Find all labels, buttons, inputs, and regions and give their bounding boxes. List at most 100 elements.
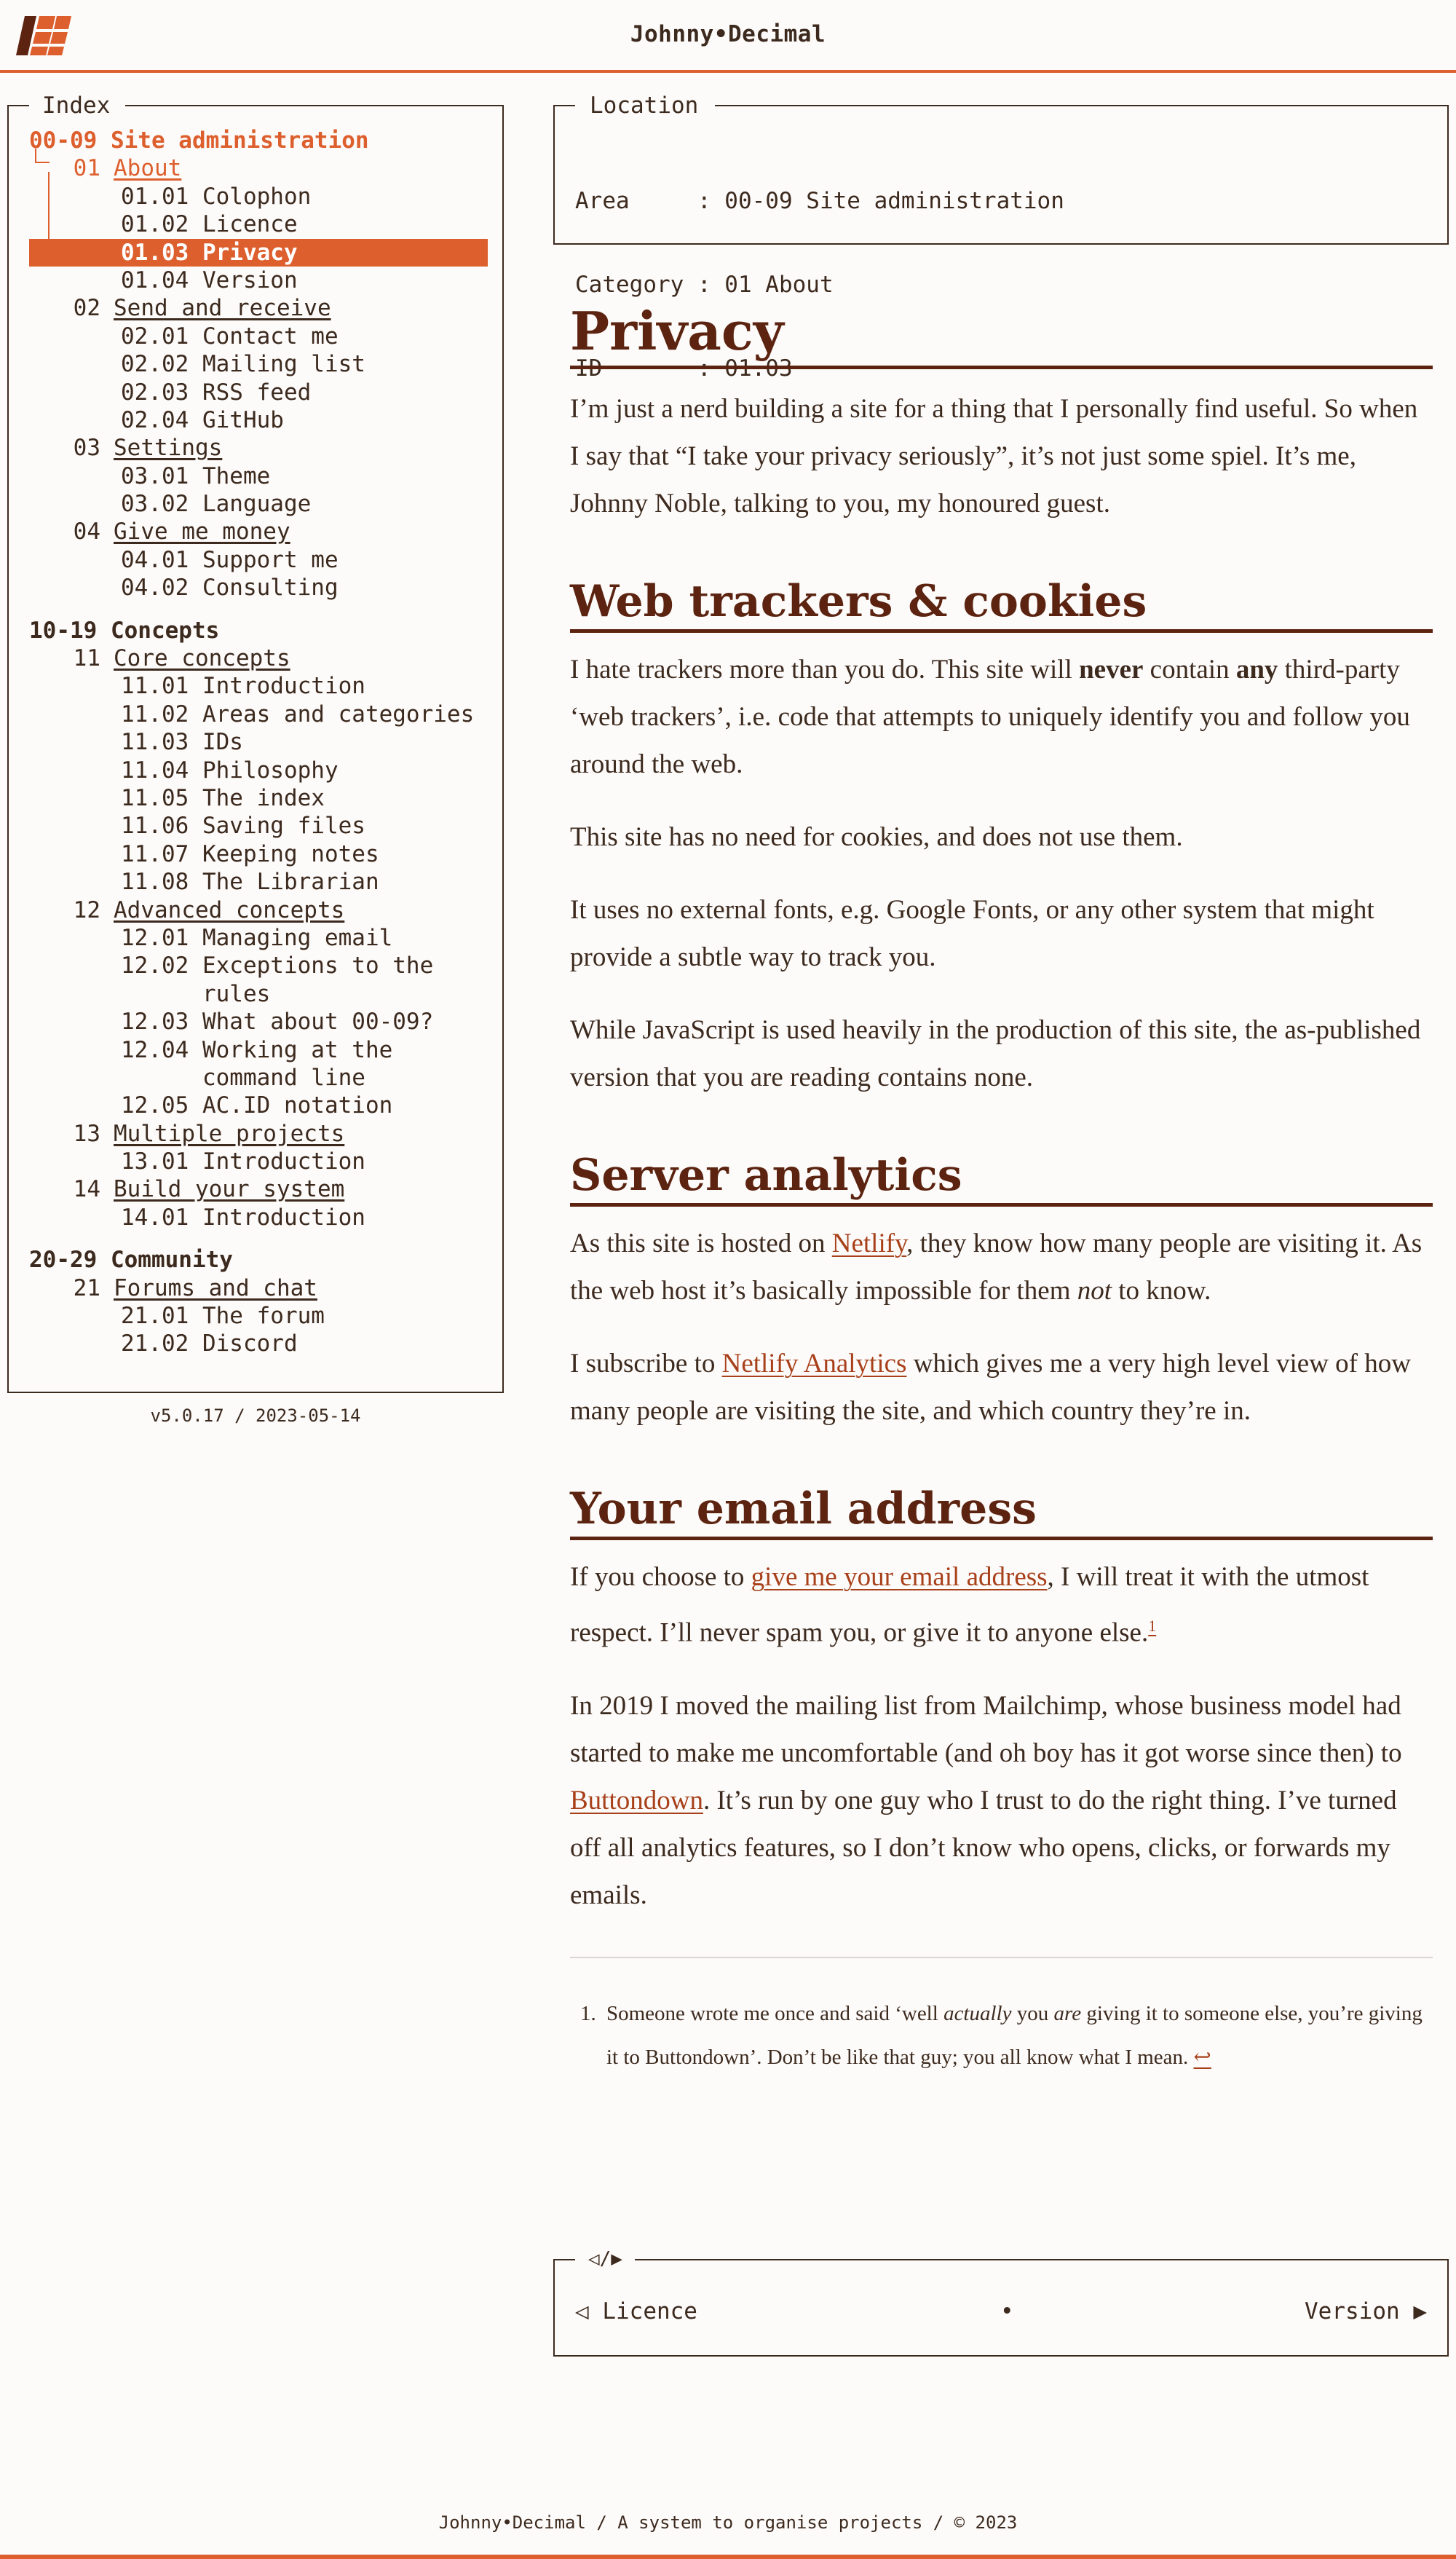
prev-page-link[interactable]: ◁ Licence (575, 2298, 697, 2325)
category-item: 11 Core concepts (29, 644, 510, 672)
id-item[interactable]: 04.02 Consulting (121, 575, 339, 602)
category-item: 12 Advanced concepts (29, 896, 510, 924)
id-item[interactable]: 03.02 Language (121, 491, 312, 518)
id-item[interactable]: 01.04 Version (121, 267, 298, 293)
category-number: 11 (73, 645, 100, 672)
tree-connector-line (48, 172, 76, 262)
intro-paragraph: I’m just a nerd building a site for a th… (570, 394, 1418, 519)
category-item: 13 Multiple projects (29, 1120, 510, 1148)
location-legend: Location (590, 92, 699, 119)
site-header: Johnny•Decimal (0, 0, 1456, 73)
category-link[interactable]: Settings (114, 435, 223, 462)
footnote-back-link[interactable]: ↩ (1193, 2045, 1211, 2069)
pager-separator: • (1000, 2298, 1014, 2325)
index-legend: Index (42, 92, 111, 119)
location-area: Area : 00-09 Site administration (575, 187, 1064, 214)
footnote-item: 1. Someone wrote me once and said ‘well … (570, 1992, 1433, 2079)
index-tree: 00-09 Site administration 01 About 01.01 Co… (29, 127, 510, 1358)
analytics-paragraph: As this site is hosted on Netlify, they … (570, 1229, 1423, 1306)
id-item[interactable]: 11.06 Saving files (121, 813, 365, 840)
footnotes-divider (570, 1956, 1433, 1958)
id-item[interactable]: 03.01 Theme (121, 462, 271, 489)
category-number: 13 (73, 1120, 100, 1147)
pager-panel: ◁/▶ ◁ Licence • Version ▶ (553, 2248, 1449, 2357)
category-number: 01 (73, 155, 100, 182)
category-item: 14 Build your system (29, 1175, 510, 1203)
section-heading-trackers: Web trackers & cookies (570, 575, 1433, 634)
category-link[interactable]: Give me money (114, 518, 290, 545)
history-paragraph: In 2019 I moved the mailing list from Ma… (570, 1690, 1402, 1910)
id-item[interactable]: 12.04 Working at the command line (121, 1036, 393, 1091)
article: Privacy I’m just a nerd building a site … (570, 291, 1433, 2079)
id-item[interactable]: 11.02 Areas and categories (121, 701, 475, 728)
cookies-paragraph: This site has no need for cookies, and d… (570, 822, 1183, 853)
category-item: 04 Give me money (29, 518, 510, 545)
id-item[interactable]: 12.03 What about 00-09? (121, 1009, 434, 1036)
category-number: 02 (73, 295, 100, 322)
id-item[interactable]: 01.01 Colophon (121, 183, 312, 210)
category-item: 01 About (29, 154, 510, 182)
netlify-link[interactable]: Netlify (831, 1229, 907, 1259)
category-link[interactable]: Advanced concepts (114, 896, 345, 923)
category-link[interactable]: Forums and chat (114, 1274, 317, 1301)
section-heading-email: Your email address (570, 1483, 1433, 1541)
fonts-paragraph: It uses no external fonts, e.g. Google F… (570, 895, 1374, 973)
footnote-ref-link[interactable]: 1 (1148, 1617, 1157, 1636)
jd-logo-icon[interactable] (15, 13, 73, 58)
id-item[interactable]: 13.01 Introduction (121, 1148, 365, 1175)
id-item[interactable]: 01.02 Licence (121, 211, 298, 238)
location-category: Category : 01 About (575, 272, 834, 299)
category-item: 03 Settings (29, 434, 510, 462)
id-item[interactable]: 02.03 RSS feed (121, 379, 312, 406)
netlify-analytics-link[interactable]: Netlify Analytics (721, 1349, 907, 1379)
javascript-paragraph: While JavaScript is used heavily in the … (570, 1015, 1421, 1093)
category-number: 12 (73, 896, 100, 923)
id-item[interactable]: 14.01 Introduction (121, 1204, 365, 1231)
trackers-paragraph: I hate trackers more than you do. This s… (570, 655, 1410, 780)
category-number: 21 (73, 1274, 100, 1301)
footer-accent-bar (0, 2555, 1456, 2559)
category-link[interactable]: Send and receive (114, 295, 331, 322)
id-item[interactable]: 11.07 Keeping notes (121, 840, 379, 867)
id-item[interactable]: 02.02 Mailing list (121, 351, 365, 378)
id-item[interactable]: 11.04 Philosophy (121, 757, 339, 784)
id-item[interactable]: 11.05 The index (121, 784, 325, 811)
pager-legend: ◁/▶ (588, 2248, 622, 2270)
category-link[interactable]: Core concepts (114, 645, 290, 672)
area-heading[interactable]: 20-29 Community (29, 1247, 233, 1274)
email-signup-link[interactable]: give me your email address (751, 1562, 1048, 1593)
category-link[interactable]: About (114, 155, 182, 182)
location-panel: Location Area : 00-09 Site administratio… (553, 92, 1449, 382)
id-item[interactable]: 04.01 Support me (121, 546, 339, 573)
category-number: 04 (73, 518, 100, 545)
buttondown-link[interactable]: Buttondown (570, 1785, 703, 1815)
category-number: 14 (73, 1176, 100, 1203)
tree-connector-line (35, 149, 50, 163)
area-heading[interactable]: 10-19 Concepts (29, 617, 220, 644)
footnote-number: 1. (580, 2001, 596, 2025)
id-item[interactable]: 12.01 Managing email (121, 924, 393, 951)
site-title[interactable]: Johnny•Decimal (630, 21, 826, 47)
email-paragraph: If you choose to give me your email addr… (570, 1562, 1369, 1648)
id-item[interactable]: 02.01 Contact me (121, 323, 339, 350)
id-item[interactable]: 11.08 The Librarian (121, 869, 379, 896)
site-footer: Johnny•Decimal / A system to organise pr… (438, 2512, 1018, 2533)
category-item: 21 Forums and chat (29, 1274, 510, 1302)
area-heading[interactable]: 00-09 Site administration (29, 127, 369, 154)
index-panel: Index 00-09 Site administration 01 About 01… (7, 92, 504, 1393)
category-link[interactable]: Build your system (114, 1176, 345, 1203)
id-item[interactable]: 11.03 IDs (121, 729, 243, 756)
id-item[interactable]: 21.02 Discord (121, 1330, 298, 1357)
id-item[interactable]: 12.02 Exceptions to the rules (121, 953, 434, 1007)
id-item[interactable]: 02.04 GitHub (121, 406, 284, 433)
category-link[interactable]: Multiple projects (114, 1120, 345, 1147)
id-item[interactable]: 11.01 Introduction (121, 673, 365, 700)
id-item-current[interactable]: 01.03 Privacy (29, 238, 488, 267)
section-heading-analytics: Server analytics (570, 1149, 1433, 1207)
category-number: 03 (73, 435, 100, 462)
category-item: 02 Send and receive (29, 294, 510, 322)
id-item[interactable]: 21.01 The forum (121, 1303, 325, 1330)
next-page-link[interactable]: Version ▶ (1305, 2298, 1427, 2325)
id-item[interactable]: 12.05 AC.ID notation (121, 1092, 393, 1119)
version-label[interactable]: v5.0.17 / 2023-05-14 (150, 1405, 361, 1426)
